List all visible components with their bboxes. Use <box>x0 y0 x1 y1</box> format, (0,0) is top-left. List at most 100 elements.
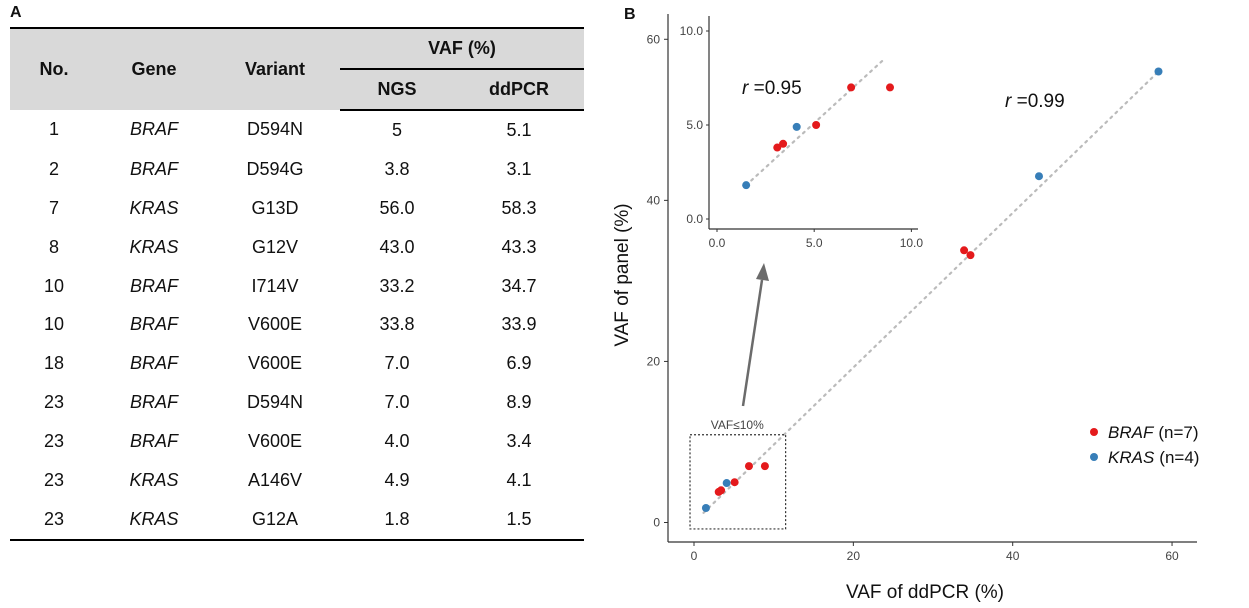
scatter-chart: 0 20 40 60 0 20 40 60 VAF≤10% 0.0 5.0 10.0 0.0 5.… <box>612 14 1199 603</box>
cell-no: 10 <box>43 314 65 335</box>
legend-marker-braf <box>1090 428 1098 436</box>
inset-y-tick-label: 5.0 <box>686 118 703 132</box>
y-tick-label: 0 <box>653 516 660 530</box>
cell-variant: D594N <box>246 392 304 413</box>
table-row: 23 KRAS A146V 4.9 4.1 <box>10 461 584 500</box>
data-point-braf <box>966 251 975 260</box>
inset-plot: 0.0 5.0 10.0 0.0 5.0 10.0 <box>680 16 924 250</box>
cell-gene: KRAS <box>98 499 210 541</box>
cell-no: 8 <box>48 236 59 257</box>
legend-series-name: BRAF <box>1108 423 1155 442</box>
data-point-braf <box>760 462 769 471</box>
table-row: 8 KRAS G12V 43.0 43.3 <box>10 228 584 267</box>
y-tick-label: 60 <box>647 32 661 46</box>
zoom-arrow <box>741 279 764 407</box>
data-point-braf <box>717 486 726 495</box>
cell-no: 23 <box>10 499 98 541</box>
r-value-inset: =0.95 <box>754 78 802 99</box>
x-tick-label: 20 <box>847 549 861 563</box>
cell-variant: G13D <box>251 197 299 218</box>
inset-data-point-kras <box>792 122 801 131</box>
cell-ngs: 4.9 <box>384 469 410 490</box>
cell-ddpcr: 3.4 <box>506 431 532 452</box>
cell-gene: BRAF <box>129 353 178 374</box>
legend-series-name: KRAS <box>1108 448 1155 467</box>
data-point-braf <box>960 246 969 255</box>
data-point-kras <box>1034 172 1043 181</box>
zoom-region-label: VAF≤10% <box>711 418 764 432</box>
cell-ddpcr: 5.1 <box>506 119 532 140</box>
cell-gene: KRAS <box>129 469 179 490</box>
header-variant: Variant <box>210 27 340 110</box>
x-tick-label: 40 <box>1006 549 1020 563</box>
cell-gene: BRAF <box>129 119 178 140</box>
cell-ngs: 43.0 <box>379 236 415 257</box>
inset-data-points <box>742 83 894 190</box>
r-symbol: r <box>1005 91 1012 112</box>
header-vaf: VAF (%) <box>340 27 584 70</box>
inset-data-point-braf <box>847 83 856 92</box>
x-tick-label: 60 <box>1165 549 1179 563</box>
cell-gene: BRAF <box>129 392 178 413</box>
table-body: 1 BRAF D594N 5 5.1 2 BRAF D594G 3.8 3.1 7 KRAS G13D 5… <box>10 110 584 541</box>
cell-gene: KRAS <box>129 197 179 218</box>
inset-x-tick-label: 5.0 <box>806 236 823 250</box>
cell-no: 1 <box>48 119 59 140</box>
main-plot-area: 0 20 40 60 0 20 40 60 VAF≤10% <box>647 14 1197 563</box>
trend-line <box>702 68 1162 514</box>
cell-ngs: 7.0 <box>384 392 410 413</box>
cell-ddpcr: 6.9 <box>506 353 532 374</box>
cell-ddpcr: 8.9 <box>506 392 532 413</box>
zoom-region-box <box>689 434 787 530</box>
inset-data-point-braf <box>773 143 782 152</box>
cell-variant: V600E <box>247 353 303 374</box>
cell-variant: V600E <box>247 431 303 452</box>
x-axis-ticks: 0 20 40 60 <box>691 542 1179 563</box>
cell-ddpcr: 43.3 <box>501 236 537 257</box>
y-tick-label: 40 <box>647 193 661 207</box>
cell-no: 2 <box>48 158 59 179</box>
inset-x-tick-label: 10.0 <box>900 236 924 250</box>
table-row: 2 BRAF D594G 3.8 3.1 <box>10 150 584 189</box>
vaf-table-container: No. Gene Variant VAF (%) NGS ddPCR 1 BRAF… <box>10 27 584 541</box>
table-row: 10 BRAF I714V 33.2 34.7 <box>10 267 584 306</box>
correlation-inset: r =0.95 <box>742 78 802 99</box>
legend-marker-kras <box>1090 453 1098 461</box>
cell-gene: BRAF <box>129 158 178 179</box>
table-row: 7 KRAS G13D 56.0 58.3 <box>10 189 584 228</box>
cell-ngs: 5 <box>391 119 402 140</box>
y-tick-label: 20 <box>647 354 661 368</box>
table-row: 23 BRAF V600E 4.0 3.4 <box>10 422 584 461</box>
inset-data-point-kras <box>742 181 751 190</box>
inset-y-tick-label: 0.0 <box>686 212 703 226</box>
data-point-kras <box>701 504 710 513</box>
cell-ngs: 7.0 <box>384 353 410 374</box>
zoom-arrow-head-icon <box>756 263 769 281</box>
cell-ddpcr: 58.3 <box>501 197 537 218</box>
cell-variant: G12A <box>210 499 340 541</box>
cell-ngs: 3.8 <box>384 158 410 179</box>
cell-ngs: 56.0 <box>379 197 415 218</box>
cell-gene: KRAS <box>129 236 179 257</box>
cell-ngs: 1.8 <box>340 499 454 541</box>
table-row: 1 BRAF D594N 5 5.1 <box>10 110 584 150</box>
cell-no: 18 <box>43 353 65 374</box>
data-point-braf <box>730 478 739 487</box>
cell-variant: D594G <box>246 158 304 179</box>
vaf-table: No. Gene Variant VAF (%) NGS ddPCR 1 BRAF… <box>10 27 584 541</box>
table-row: 23 BRAF D594N 7.0 8.9 <box>10 383 584 422</box>
cell-variant: V600E <box>247 314 303 335</box>
header-gene: Gene <box>98 27 210 110</box>
cell-gene: BRAF <box>129 314 178 335</box>
table-row: 10 BRAF V600E 33.8 33.9 <box>10 305 584 344</box>
cell-ddpcr: 33.9 <box>501 314 537 335</box>
cell-ngs: 4.0 <box>384 431 410 452</box>
cell-ddpcr: 4.1 <box>506 469 532 490</box>
data-point-braf <box>744 462 753 471</box>
inset-y-axis-ticks: 0.0 5.0 10.0 <box>680 24 709 226</box>
panel-label-a: A <box>10 4 22 21</box>
panel-label-b: B <box>624 6 636 23</box>
data-point-kras <box>722 479 731 488</box>
cell-no: 23 <box>43 392 65 413</box>
x-tick-label: 0 <box>691 549 698 563</box>
